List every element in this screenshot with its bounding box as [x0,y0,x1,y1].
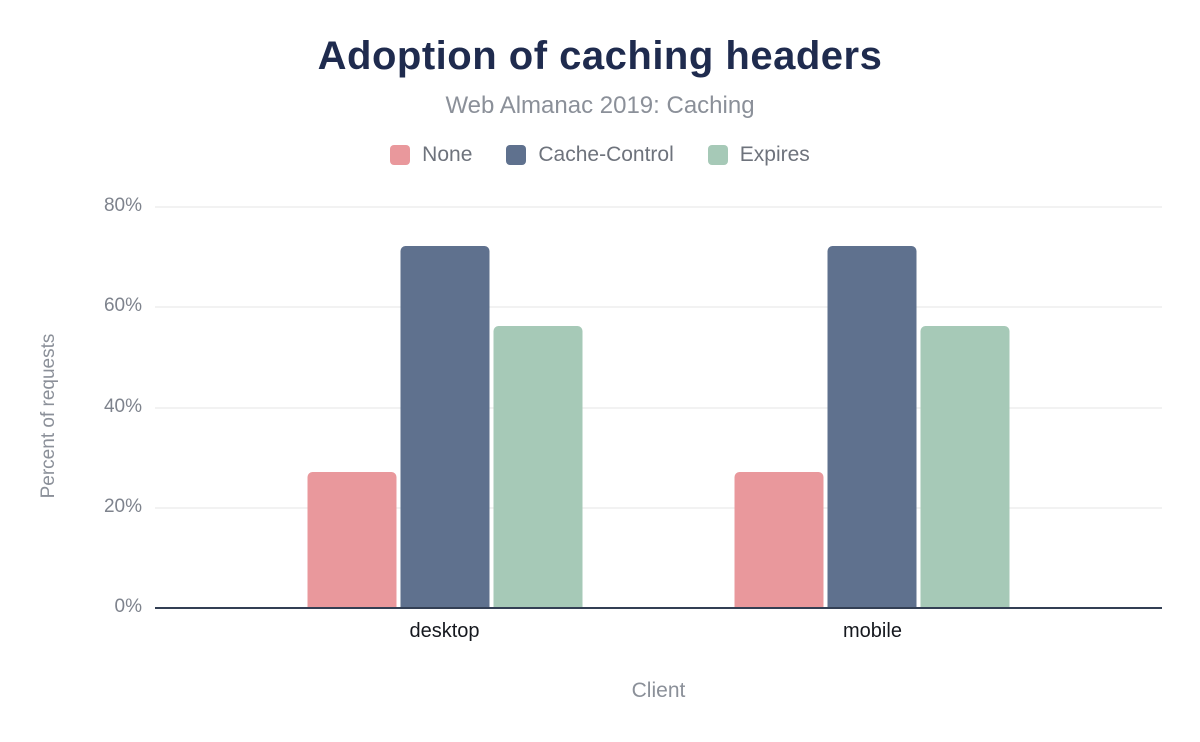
y-tick-label: 60% [103,295,142,317]
y-tick-label: 40% [103,395,142,417]
bar-mobile-cache-control[interactable] [827,246,917,607]
legend-item-cache-control[interactable]: Cache-Control [506,143,674,167]
bar-desktop-cache-control[interactable] [400,246,489,607]
legend-item-none[interactable]: None [390,143,472,167]
bar-group-mobile [734,246,1010,607]
legend-label: Expires [739,143,810,166]
x-category-label-desktop: desktop [409,620,480,642]
bar-mobile-none[interactable] [734,471,824,607]
bar-mobile-expires[interactable] [920,326,1010,607]
legend-item-expires[interactable]: Expires [707,143,810,167]
bar-desktop-none[interactable] [307,471,396,607]
y-tick-label: 0% [114,596,142,617]
chart-subtitle: Web Almanac 2019: Caching [445,92,755,119]
bar-desktop-expires[interactable] [493,326,582,607]
legend-swatch-icon [506,145,527,165]
y-tick-label: 80% [103,195,142,216]
legend-label: Cache-Control [538,143,674,166]
legend-label: None [422,143,473,166]
x-category-label-mobile: mobile [843,620,902,642]
chart-title: Adoption of caching headers [317,34,883,78]
bar-group-desktop [307,246,582,607]
gridline [155,506,1162,509]
gridline [155,406,1162,409]
gridline [155,306,1162,309]
legend-swatch-icon [390,145,411,165]
legend: None Cache-Control Expires [0,143,1200,167]
plot-area [155,206,1162,609]
y-tick-label: 20% [103,495,142,517]
gridline [155,206,1162,208]
x-axis-title: Client [631,679,686,702]
legend-swatch-icon [707,145,728,165]
